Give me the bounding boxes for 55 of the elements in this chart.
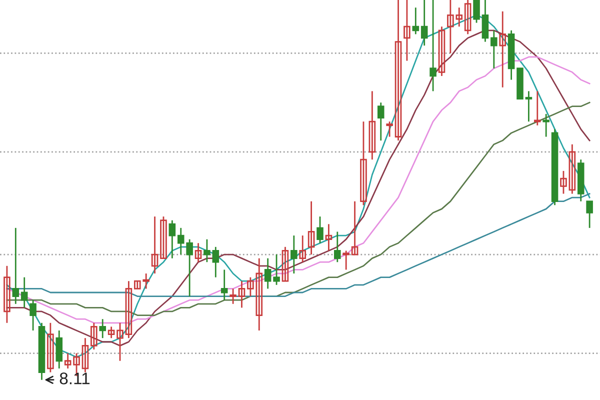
candlestick (568, 144, 576, 194)
candlestick (90, 322, 98, 350)
candlestick (108, 326, 115, 339)
candlestick (394, 0, 402, 142)
candlestick (125, 280, 132, 339)
candlestick (204, 238, 210, 263)
candlestick (212, 246, 220, 278)
candlestick (420, 0, 428, 46)
candlestick (438, 26, 446, 77)
candlestick (351, 200, 358, 256)
candlestick (290, 234, 298, 274)
candlestick (20, 276, 28, 308)
candlestick (264, 258, 272, 290)
candlestick (99, 318, 106, 339)
candlestick (464, 0, 472, 35)
candlestick (534, 90, 541, 126)
candlestick (282, 246, 289, 282)
candlestick (404, 0, 410, 62)
candlestick (299, 234, 306, 263)
candlestick (47, 322, 54, 373)
candlestick (542, 113, 550, 138)
candlestick (64, 352, 72, 370)
annotation: 8.11 (60, 372, 90, 384)
candlestick (194, 242, 202, 263)
candlestick (342, 250, 350, 270)
candlestick (499, 10, 506, 88)
candlestick (30, 299, 36, 332)
candlestick (160, 216, 167, 260)
candlestick (430, 0, 436, 92)
candlestick (230, 288, 236, 305)
candlestick (56, 330, 63, 370)
candlestick (368, 90, 376, 160)
candlestick (560, 170, 567, 194)
candlestick (377, 102, 384, 142)
candlestick (82, 337, 89, 373)
candlestick (386, 120, 393, 138)
candlestick (168, 220, 176, 260)
candlestick (360, 120, 367, 206)
candlestick (12, 227, 20, 305)
candlestick (482, 0, 489, 42)
candlestick (273, 254, 280, 286)
candlestick (525, 90, 532, 122)
candlestick (490, 30, 498, 70)
candlestick (116, 322, 124, 362)
candlestick (325, 223, 332, 252)
candlestick (220, 269, 228, 301)
candlestick (473, 0, 480, 24)
candlestick (308, 200, 315, 256)
candlestick (412, 6, 420, 35)
candlestick (4, 265, 10, 324)
candlestick (151, 216, 158, 274)
candlestick (586, 200, 593, 229)
candlestick (238, 280, 246, 308)
candlestick (334, 231, 341, 263)
candlestick (316, 216, 324, 244)
